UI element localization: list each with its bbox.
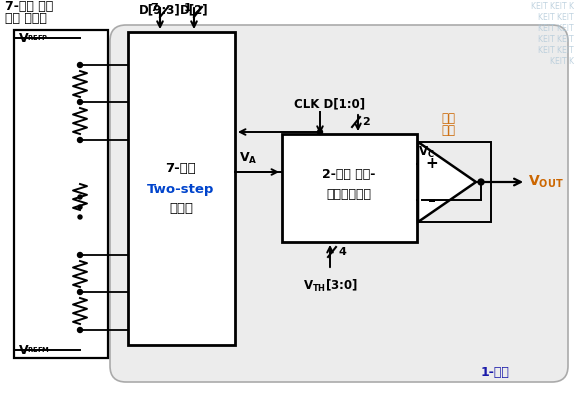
Text: KEIT KEIT: KEIT KEIT bbox=[538, 46, 574, 55]
Text: $\mathbf{_{REFP}}$: $\mathbf{_{REFP}}$ bbox=[27, 33, 48, 43]
Text: KEIT KEIT: KEIT KEIT bbox=[538, 24, 574, 33]
Text: 1: 1 bbox=[184, 3, 192, 13]
Bar bbox=[14, 30, 108, 358]
Circle shape bbox=[318, 130, 322, 134]
Circle shape bbox=[78, 215, 82, 219]
Text: 출력: 출력 bbox=[441, 112, 455, 124]
Text: KEIT KEIT: KEIT KEIT bbox=[538, 13, 574, 22]
Text: $\mathbf{V_A}$: $\mathbf{V_A}$ bbox=[239, 151, 258, 166]
Text: $\mathbf{_{REFM}}$: $\mathbf{_{REFM}}$ bbox=[27, 345, 50, 355]
Text: CLK D[1:0]: CLK D[1:0] bbox=[294, 97, 366, 110]
Circle shape bbox=[78, 100, 82, 104]
Circle shape bbox=[78, 138, 82, 142]
Text: 4: 4 bbox=[338, 247, 346, 257]
Text: 1-채널: 1-채널 bbox=[481, 366, 509, 378]
Text: +: + bbox=[426, 156, 439, 172]
Text: $\mathbf{V}$: $\mathbf{V}$ bbox=[18, 344, 30, 356]
Text: 인터폴레이터: 인터폴레이터 bbox=[326, 188, 371, 200]
Circle shape bbox=[78, 328, 82, 332]
Circle shape bbox=[78, 252, 82, 258]
Text: 2: 2 bbox=[362, 117, 370, 127]
Text: D[2]: D[2] bbox=[180, 3, 208, 16]
Text: D[9:3]: D[9:3] bbox=[139, 3, 181, 16]
FancyBboxPatch shape bbox=[110, 25, 568, 382]
Circle shape bbox=[78, 205, 82, 209]
Bar bbox=[128, 32, 235, 345]
Text: 2-비트 시간-: 2-비트 시간- bbox=[322, 168, 376, 180]
Text: KEIT KEIT K: KEIT KEIT K bbox=[531, 2, 574, 11]
Polygon shape bbox=[418, 142, 476, 222]
Text: -: - bbox=[428, 190, 436, 210]
Text: $\mathbf{V}$: $\mathbf{V}$ bbox=[18, 32, 30, 44]
Circle shape bbox=[78, 62, 82, 68]
Text: 버퍼: 버퍼 bbox=[441, 124, 455, 136]
Text: $\mathbf{V_{TH}}$[3:0]: $\mathbf{V_{TH}}$[3:0] bbox=[303, 278, 357, 294]
Circle shape bbox=[78, 195, 82, 199]
Text: KEIT KEIT: KEIT KEIT bbox=[538, 35, 574, 44]
Text: $\mathbf{V_{OUT}}$: $\mathbf{V_{OUT}}$ bbox=[528, 174, 564, 190]
Bar bbox=[282, 134, 417, 242]
Text: 7-비트 기준: 7-비트 기준 bbox=[5, 0, 53, 13]
Text: 7-비트: 7-비트 bbox=[166, 162, 196, 176]
Circle shape bbox=[78, 290, 82, 294]
Text: 전압 저항열: 전압 저항열 bbox=[5, 12, 47, 25]
Text: KEIT K: KEIT K bbox=[550, 57, 574, 66]
Bar bbox=[418, 142, 491, 222]
Text: 디코더: 디코더 bbox=[169, 202, 193, 216]
Circle shape bbox=[478, 179, 484, 185]
Text: 7: 7 bbox=[150, 3, 158, 13]
Text: $\mathbf{V_C}$: $\mathbf{V_C}$ bbox=[418, 145, 434, 160]
Text: Two-step: Two-step bbox=[147, 182, 215, 196]
